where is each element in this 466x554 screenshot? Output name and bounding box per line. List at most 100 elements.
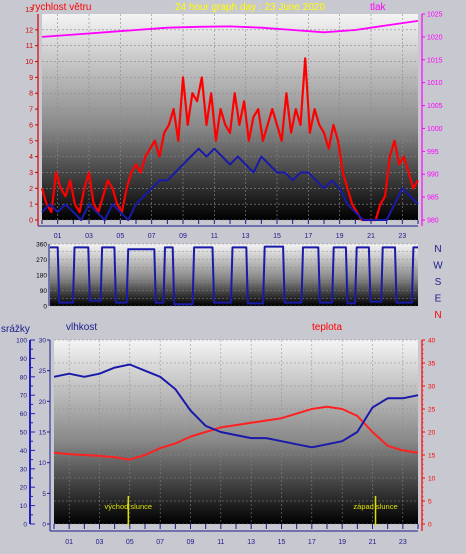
humidity-x-tick-label: 19	[338, 539, 346, 546]
temperature-tick-label: 25	[428, 407, 436, 414]
humidity-x-tick-label: 09	[187, 539, 195, 546]
humidity-x-tick-label: 03	[96, 539, 104, 546]
wind-left-tick-label: 3	[29, 170, 33, 177]
humidity-x-tick-label: 11	[217, 539, 224, 546]
wind-left-tick-label: 0	[29, 218, 33, 225]
temperature-tick-label: 5	[428, 499, 432, 506]
temperature-label: teplota	[312, 322, 342, 333]
direction-tick-label: 270	[36, 257, 47, 264]
wind-gust-line	[40, 57, 419, 222]
pressure-line	[41, 20, 419, 38]
temperature-line	[53, 405, 419, 461]
humidity-x-tick-label: 21	[369, 539, 377, 546]
humidity-tick-label: 0	[42, 522, 46, 529]
wind-left-tick-label: 2	[29, 186, 33, 193]
rain-tick-label: 60	[20, 411, 28, 418]
rain-tick-label: 80	[20, 374, 28, 381]
sunset-label: západ slunce	[353, 502, 397, 511]
wind-x-tick-label: 09	[179, 233, 187, 240]
wind-left-top-label: 13	[25, 7, 33, 14]
pressure-right-tick-label: 995	[427, 149, 439, 156]
rain-tick-label: 100	[16, 338, 27, 345]
wind-x-tick-label: 15	[273, 233, 281, 240]
rain-tick-label: 10	[20, 503, 28, 510]
wind-x-tick-label: 19	[336, 233, 344, 240]
humidity-x-tick-label: 07	[156, 539, 164, 546]
temperature-tick-label: 10	[428, 476, 436, 483]
pressure-right-tick-label: 980	[427, 218, 439, 225]
wind-left-tick-label: 12	[25, 27, 33, 34]
temperature-tick-label: 30	[428, 384, 436, 391]
temperature-tick-label: 20	[428, 430, 436, 437]
humidity-x-tick-label: 13	[247, 539, 255, 546]
wind-left-tick-label: 7	[29, 107, 33, 114]
humidity-x-tick-label: 15	[278, 539, 286, 546]
temperature-tick-label: 15	[428, 453, 436, 460]
wind-left-tick-label: 11	[26, 43, 33, 50]
rain-label: srážky	[1, 324, 30, 335]
wind-average-line	[41, 147, 419, 221]
pressure-right-tick-label: 1010	[427, 80, 443, 87]
pressure-right-tick-label: 1020	[427, 34, 443, 41]
direction-compass-label: N	[434, 310, 441, 321]
wind-left-tick-label: 4	[29, 154, 33, 161]
wind-speed-label: rychlost větru	[32, 2, 91, 13]
wind-direction-line	[50, 245, 418, 306]
pressure-right-tick-label: 1025	[427, 12, 443, 19]
wind-plot-area	[42, 14, 418, 220]
humidity-tick-label: 10	[39, 460, 47, 467]
direction-compass-label: N	[434, 244, 441, 255]
wind-left-tick-label: 5	[29, 138, 33, 145]
rain-tick-label: 30	[20, 466, 28, 473]
direction-tick-label: 90	[40, 288, 48, 295]
chart-title: 24 hour graph day : 23 June 2020	[175, 2, 326, 13]
pressure-right-tick-label: 1000	[427, 126, 443, 133]
wind-left-tick-label: 10	[25, 59, 33, 66]
rain-tick-label: 90	[20, 356, 28, 363]
wind-x-tick-label: 03	[85, 233, 93, 240]
humidity-tick-label: 30	[39, 338, 47, 345]
rain-tick-label: 0	[23, 522, 27, 529]
direction-compass-label: E	[435, 294, 442, 305]
temperature-tick-label: 40	[428, 338, 436, 345]
humidity-x-tick-label: 23	[399, 539, 407, 546]
wind-left-tick-label: 9	[29, 75, 33, 82]
temperature-tick-label: 35	[428, 361, 436, 368]
pressure-right-tick-label: 985	[427, 195, 439, 202]
humidity-x-tick-label: 05	[126, 539, 134, 546]
wind-x-tick-label: 13	[242, 233, 250, 240]
wind-x-tick-label: 11	[211, 233, 218, 240]
rain-tick-label: 50	[20, 430, 28, 437]
humidity-x-tick-label: 17	[308, 539, 316, 546]
wind-left-tick-label: 6	[29, 122, 33, 129]
direction-compass-label: W	[433, 261, 443, 272]
direction-compass-label: S	[435, 277, 442, 288]
humidity-tick-label: 20	[39, 399, 47, 406]
direction-tick-label: 360	[36, 242, 47, 249]
wind-x-tick-label: 07	[148, 233, 156, 240]
pressure-right-tick-label: 1005	[427, 103, 443, 110]
direction-tick-label: 180	[36, 273, 47, 280]
humidity-x-tick-label: 01	[65, 539, 73, 546]
rain-tick-label: 20	[20, 485, 28, 492]
humidity-tick-label: 5	[42, 491, 46, 498]
pressure-right-tick-label: 1015	[427, 57, 443, 64]
sunrise-label: východ slunce	[105, 502, 153, 511]
pressure-right-tick-label: 990	[427, 172, 439, 179]
pressure-label: tlak	[370, 2, 387, 13]
rain-tick-label: 70	[20, 393, 28, 400]
humidity-tick-label: 15	[39, 430, 47, 437]
wind-x-tick-label: 01	[54, 233, 62, 240]
wind-x-tick-label: 23	[398, 233, 406, 240]
wind-x-tick-label: 17	[304, 233, 312, 240]
temperature-tick-label: 0	[428, 522, 432, 529]
humidity-tick-label: 25	[39, 368, 47, 375]
direction-tick-label: 0	[43, 304, 47, 311]
humidity-label: vlhkost	[66, 322, 97, 333]
wind-x-tick-label: 05	[116, 233, 124, 240]
wind-left-tick-label: 8	[29, 91, 33, 98]
wind-left-tick-label: 1	[29, 202, 33, 209]
rain-tick-label: 40	[20, 448, 28, 455]
